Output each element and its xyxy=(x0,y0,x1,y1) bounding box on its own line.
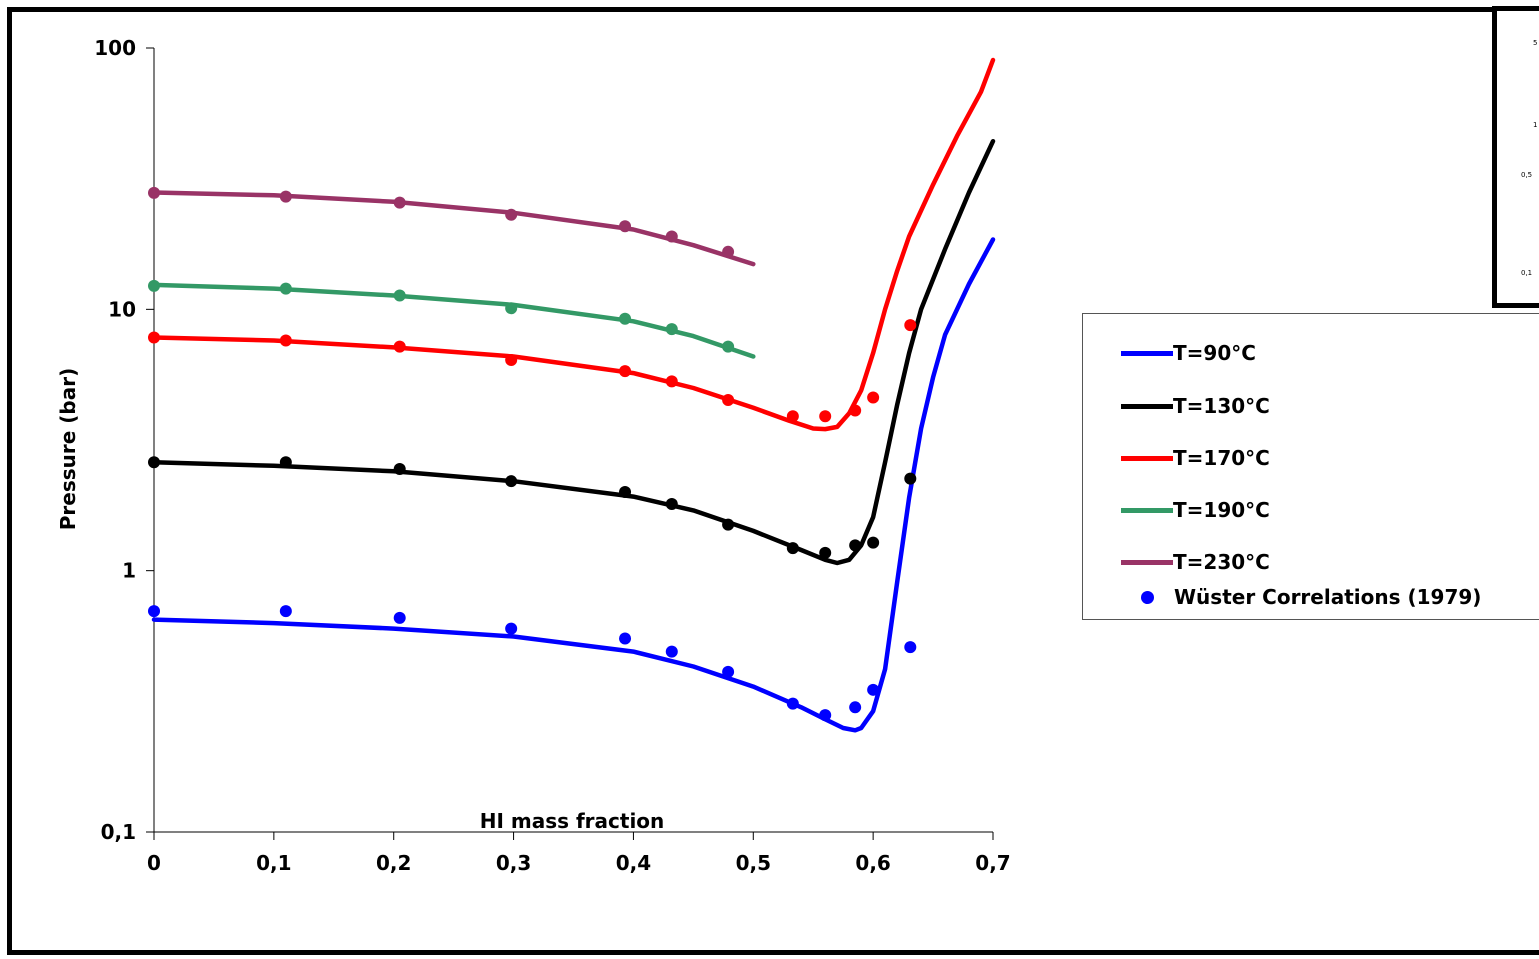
data-point xyxy=(867,391,880,404)
data-point xyxy=(505,622,518,635)
series-line xyxy=(151,237,996,733)
data-point xyxy=(722,245,735,258)
data-point xyxy=(904,472,917,485)
axes: 0 0,1 0,2 0,3 0,4 0,5 0,6 0,7 0,1 1 10 100 xyxy=(94,36,1010,875)
data-point xyxy=(665,323,678,336)
data-point xyxy=(393,340,406,353)
data-point xyxy=(867,536,880,549)
x-tick-label: 0 xyxy=(147,851,161,875)
data-point xyxy=(786,410,799,423)
data-point xyxy=(148,605,160,618)
x-tick-label: 0,1 xyxy=(256,851,291,875)
data-point xyxy=(505,208,518,221)
data-point xyxy=(505,302,518,315)
data-point xyxy=(279,456,292,469)
data-point xyxy=(505,475,518,488)
data-point xyxy=(665,375,678,388)
data-point xyxy=(722,518,735,531)
legend: T=90°C T=130°C T=170°C T=190°C T=230°C W… xyxy=(1082,313,1539,620)
legend-swatch xyxy=(1121,507,1173,513)
data-point xyxy=(904,641,917,654)
inset-label: 5 xyxy=(1533,39,1538,47)
data-point xyxy=(867,683,880,696)
inset-label: 0,5 xyxy=(1521,171,1533,179)
inset-label: 0,1 xyxy=(1521,269,1533,277)
data-point xyxy=(665,645,678,658)
data-point xyxy=(786,697,799,710)
x-tick-label: 0,3 xyxy=(496,851,531,875)
x-tick-label: 0,5 xyxy=(736,851,771,875)
data-point xyxy=(722,340,735,353)
legend-label: T=90°C xyxy=(1173,341,1256,365)
data-point xyxy=(619,632,632,645)
data-point xyxy=(393,289,406,302)
data-point xyxy=(819,546,832,559)
axis-labels: HI mass fraction Pressure (bar) xyxy=(56,368,664,833)
data-point xyxy=(619,365,632,378)
inset-label: 1 xyxy=(1533,121,1538,129)
series-line xyxy=(151,57,996,432)
series-line xyxy=(151,138,996,566)
data-point xyxy=(393,462,406,475)
legend-label: T=170°C xyxy=(1173,446,1270,470)
series-line xyxy=(151,282,756,359)
y-tick-label: 10 xyxy=(108,297,136,321)
legend-item: T=130°C xyxy=(1121,391,1270,421)
series-line xyxy=(151,190,756,267)
legend-marker xyxy=(1141,590,1154,604)
y-axis-label: Pressure (bar) xyxy=(56,368,80,530)
data-point xyxy=(819,410,832,423)
legend-item: Wüster Correlations (1979) xyxy=(1121,582,1481,612)
inset-chart-fragment: 5 1 0,5 0,1 xyxy=(1492,6,1539,308)
data-point xyxy=(665,230,678,243)
data-point xyxy=(279,605,292,618)
data-point xyxy=(148,279,160,292)
data-point xyxy=(279,190,292,203)
legend-swatch xyxy=(1121,350,1173,356)
vapor-pressure-chart: 0 0,1 0,2 0,3 0,4 0,5 0,6 0,7 0,1 1 10 100 HI mass … xyxy=(56,36,1011,875)
data-point xyxy=(722,665,735,678)
legend-item: T=90°C xyxy=(1121,338,1256,368)
data-point xyxy=(279,334,292,347)
data-point xyxy=(665,497,678,510)
x-tick-label: 0,7 xyxy=(975,851,1010,875)
x-tick-label: 0,6 xyxy=(855,851,890,875)
x-axis-label: HI mass fraction xyxy=(480,809,665,833)
data-point xyxy=(505,353,518,366)
legend-item: T=230°C xyxy=(1121,547,1270,577)
y-tick-label: 100 xyxy=(94,36,136,60)
data-point xyxy=(849,539,862,552)
data-point xyxy=(786,542,799,555)
legend-label: Wüster Correlations (1979) xyxy=(1174,585,1482,609)
legend-label: T=190°C xyxy=(1173,498,1270,522)
data-point xyxy=(819,709,832,722)
data-point xyxy=(393,196,406,209)
legend-swatch xyxy=(1121,403,1173,409)
x-tick-label: 0,2 xyxy=(376,851,411,875)
data-point xyxy=(619,220,632,233)
data-point xyxy=(148,456,160,469)
data-point xyxy=(393,611,406,624)
y-tick-label: 1 xyxy=(122,559,136,583)
data-points xyxy=(148,186,917,722)
data-point xyxy=(849,701,862,714)
data-point xyxy=(148,331,160,344)
legend-label: T=130°C xyxy=(1173,394,1270,418)
x-tick-label: 0,4 xyxy=(616,851,651,875)
data-point xyxy=(619,485,632,498)
legend-swatch xyxy=(1121,455,1173,461)
data-point xyxy=(279,282,292,295)
curves xyxy=(151,57,996,733)
data-point xyxy=(148,186,160,199)
data-point xyxy=(619,312,632,325)
data-point xyxy=(722,393,735,406)
legend-item: T=170°C xyxy=(1121,443,1270,473)
y-tick-label: 0,1 xyxy=(101,820,136,844)
legend-swatch xyxy=(1121,559,1173,565)
legend-item: T=190°C xyxy=(1121,495,1270,525)
legend-label: T=230°C xyxy=(1173,550,1270,574)
data-point xyxy=(904,319,917,332)
data-point xyxy=(849,404,862,417)
